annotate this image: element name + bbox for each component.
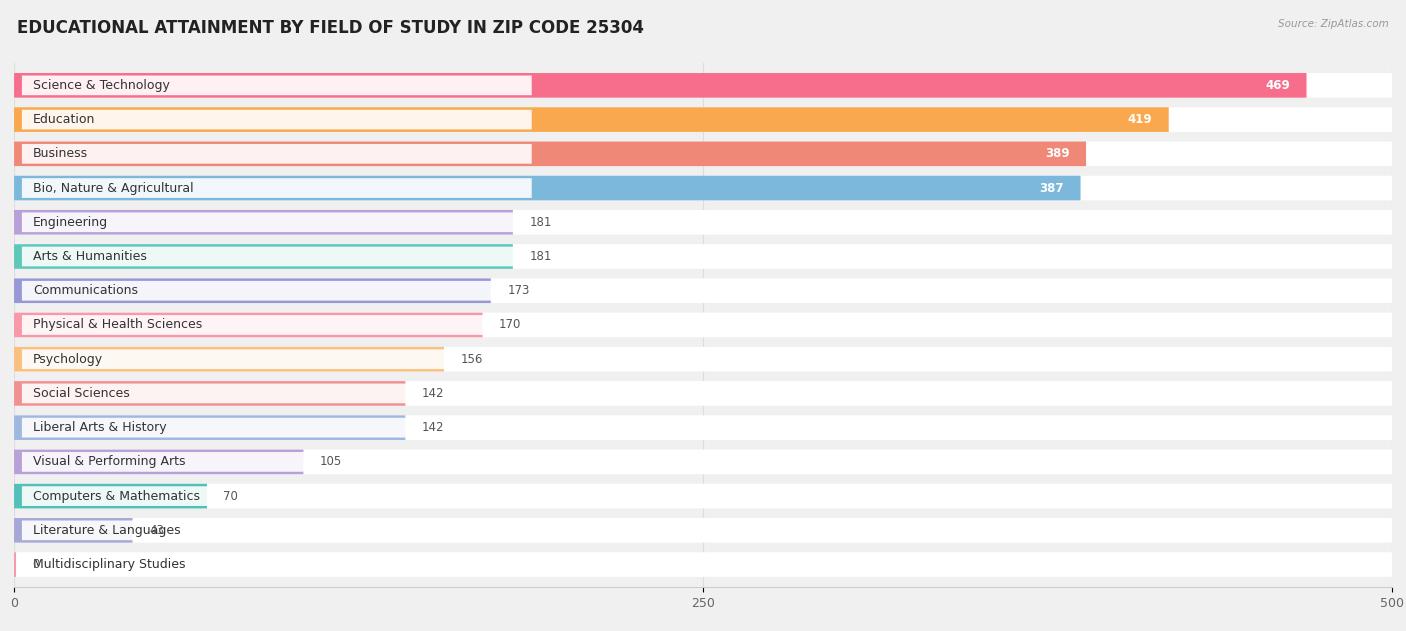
FancyBboxPatch shape	[14, 244, 1392, 269]
FancyBboxPatch shape	[22, 452, 531, 472]
FancyBboxPatch shape	[14, 210, 1392, 235]
FancyBboxPatch shape	[14, 347, 1392, 372]
FancyBboxPatch shape	[14, 415, 1392, 440]
Text: Physical & Health Sciences: Physical & Health Sciences	[32, 319, 202, 331]
FancyBboxPatch shape	[14, 415, 405, 440]
Text: Arts & Humanities: Arts & Humanities	[32, 250, 146, 263]
Text: 181: 181	[530, 216, 551, 229]
FancyBboxPatch shape	[14, 449, 304, 475]
Text: 181: 181	[530, 250, 551, 263]
Text: 419: 419	[1128, 113, 1152, 126]
FancyBboxPatch shape	[14, 141, 1085, 166]
FancyBboxPatch shape	[22, 418, 531, 437]
Text: Computers & Mathematics: Computers & Mathematics	[32, 490, 200, 503]
Text: Bio, Nature & Agricultural: Bio, Nature & Agricultural	[32, 182, 194, 194]
FancyBboxPatch shape	[14, 552, 1392, 577]
Text: Multidisciplinary Studies: Multidisciplinary Studies	[32, 558, 186, 571]
FancyBboxPatch shape	[22, 178, 531, 198]
Text: 70: 70	[224, 490, 239, 503]
FancyBboxPatch shape	[14, 449, 1392, 475]
FancyBboxPatch shape	[14, 312, 1392, 338]
Text: 156: 156	[461, 353, 482, 366]
FancyBboxPatch shape	[14, 210, 513, 235]
FancyBboxPatch shape	[22, 110, 531, 129]
FancyBboxPatch shape	[14, 278, 1392, 303]
FancyBboxPatch shape	[22, 555, 531, 574]
Text: Business: Business	[32, 147, 89, 160]
FancyBboxPatch shape	[14, 312, 482, 338]
Text: Source: ZipAtlas.com: Source: ZipAtlas.com	[1278, 19, 1389, 29]
FancyBboxPatch shape	[14, 484, 207, 509]
FancyBboxPatch shape	[22, 144, 531, 163]
FancyBboxPatch shape	[14, 552, 15, 577]
FancyBboxPatch shape	[14, 518, 1392, 543]
Text: 389: 389	[1045, 147, 1070, 160]
FancyBboxPatch shape	[22, 247, 531, 266]
Text: Literature & Languages: Literature & Languages	[32, 524, 180, 537]
FancyBboxPatch shape	[22, 521, 531, 540]
FancyBboxPatch shape	[14, 381, 405, 406]
Text: Communications: Communications	[32, 284, 138, 297]
FancyBboxPatch shape	[22, 350, 531, 369]
FancyBboxPatch shape	[14, 107, 1168, 132]
FancyBboxPatch shape	[22, 281, 531, 300]
Text: Psychology: Psychology	[32, 353, 103, 366]
FancyBboxPatch shape	[14, 484, 1392, 509]
Text: 170: 170	[499, 319, 522, 331]
FancyBboxPatch shape	[14, 278, 491, 303]
FancyBboxPatch shape	[14, 73, 1392, 98]
Text: Visual & Performing Arts: Visual & Performing Arts	[32, 456, 186, 468]
Text: Science & Technology: Science & Technology	[32, 79, 170, 92]
FancyBboxPatch shape	[22, 487, 531, 506]
Text: 43: 43	[149, 524, 165, 537]
FancyBboxPatch shape	[22, 384, 531, 403]
FancyBboxPatch shape	[14, 175, 1081, 201]
Text: 142: 142	[422, 387, 444, 400]
Text: Engineering: Engineering	[32, 216, 108, 229]
Text: 173: 173	[508, 284, 530, 297]
Text: EDUCATIONAL ATTAINMENT BY FIELD OF STUDY IN ZIP CODE 25304: EDUCATIONAL ATTAINMENT BY FIELD OF STUDY…	[17, 19, 644, 37]
FancyBboxPatch shape	[14, 244, 513, 269]
FancyBboxPatch shape	[14, 141, 1392, 166]
FancyBboxPatch shape	[22, 213, 531, 232]
FancyBboxPatch shape	[14, 381, 1392, 406]
Text: 0: 0	[32, 558, 39, 571]
FancyBboxPatch shape	[14, 73, 1306, 98]
FancyBboxPatch shape	[22, 76, 531, 95]
Text: 142: 142	[422, 421, 444, 434]
Text: Social Sciences: Social Sciences	[32, 387, 129, 400]
FancyBboxPatch shape	[14, 107, 1392, 132]
Text: Education: Education	[32, 113, 96, 126]
FancyBboxPatch shape	[14, 175, 1392, 201]
Text: Liberal Arts & History: Liberal Arts & History	[32, 421, 166, 434]
FancyBboxPatch shape	[14, 518, 132, 543]
Text: 387: 387	[1039, 182, 1064, 194]
Text: 105: 105	[321, 456, 342, 468]
Text: 469: 469	[1265, 79, 1289, 92]
FancyBboxPatch shape	[14, 347, 444, 372]
FancyBboxPatch shape	[22, 315, 531, 335]
